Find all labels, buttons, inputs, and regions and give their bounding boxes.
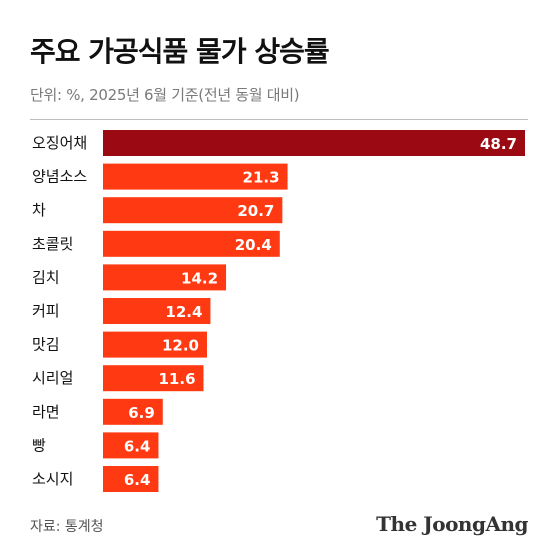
category-label: 오징어채 bbox=[32, 134, 87, 152]
value-label: 14.2 bbox=[181, 269, 218, 287]
bar bbox=[103, 197, 283, 224]
bar bbox=[103, 365, 204, 392]
brand-logo: The JoongAng bbox=[376, 512, 528, 536]
bar bbox=[103, 130, 525, 156]
value-label: 20.4 bbox=[235, 236, 272, 254]
category-label: 초콜릿 bbox=[32, 235, 73, 253]
value-label: 11.6 bbox=[159, 370, 196, 388]
category-label: 소시지 bbox=[32, 470, 73, 488]
category-label: 차 bbox=[32, 201, 46, 219]
chart-subtitle: 단위: %, 2025년 6월 기준(전년 동월 대비) bbox=[30, 86, 300, 104]
page-title: 주요 가공식품 물가 상승률 bbox=[30, 35, 330, 68]
bar bbox=[103, 331, 207, 358]
bar bbox=[103, 264, 227, 291]
bar bbox=[103, 398, 163, 425]
category-label: 커피 bbox=[32, 302, 60, 320]
category-label: 시리얼 bbox=[32, 369, 73, 387]
category-label: 김치 bbox=[32, 268, 60, 286]
value-label: 21.3 bbox=[243, 169, 280, 187]
value-label: 6.4 bbox=[124, 437, 151, 455]
bar bbox=[103, 466, 159, 492]
category-label: 라면 bbox=[32, 403, 60, 421]
value-label: 12.0 bbox=[162, 337, 199, 355]
value-label: 6.4 bbox=[124, 471, 151, 489]
category-label: 양념소스 bbox=[32, 168, 87, 186]
value-label: 6.9 bbox=[128, 404, 155, 422]
value-label: 48.7 bbox=[480, 135, 517, 153]
bar bbox=[103, 298, 211, 324]
value-label: 20.7 bbox=[237, 202, 274, 220]
value-label: 12.4 bbox=[165, 303, 202, 321]
source-note: 자료: 통계청 bbox=[30, 519, 104, 535]
bar bbox=[103, 432, 159, 459]
header-divider bbox=[30, 119, 528, 120]
category-label: 맛김 bbox=[32, 336, 60, 354]
bar bbox=[103, 163, 288, 190]
bar-chart: 오징어채 48.7 양념소스 21.3 차 20.7 초콜릿 20.4 김치 14.2 커피 12.4… bbox=[32, 130, 525, 492]
bar bbox=[103, 230, 280, 257]
category-label: 빵 bbox=[32, 436, 46, 454]
